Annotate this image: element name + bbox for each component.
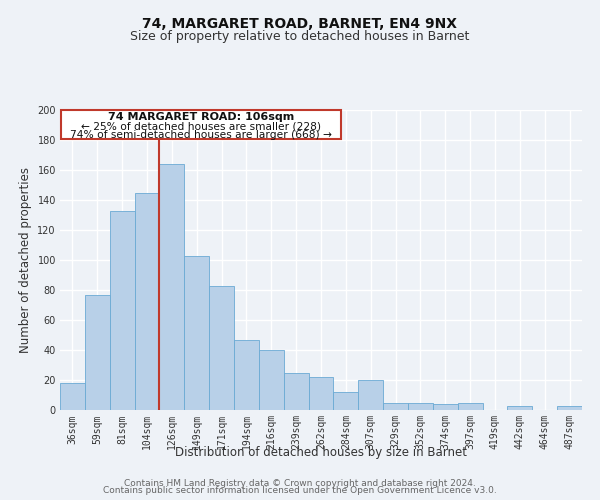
Bar — [60, 383, 85, 410]
Text: 74, MARGARET ROAD, BARNET, EN4 9NX: 74, MARGARET ROAD, BARNET, EN4 9NX — [143, 18, 458, 32]
Bar — [134, 192, 160, 410]
Bar — [110, 210, 134, 410]
Bar — [308, 377, 334, 410]
Bar — [557, 406, 582, 410]
FancyBboxPatch shape — [61, 110, 341, 138]
Bar — [209, 286, 234, 410]
Text: Contains public sector information licensed under the Open Government Licence v3: Contains public sector information licen… — [103, 486, 497, 495]
Text: 74% of semi-detached houses are larger (668) →: 74% of semi-detached houses are larger (… — [70, 130, 332, 140]
Bar — [433, 404, 458, 410]
Y-axis label: Number of detached properties: Number of detached properties — [19, 167, 32, 353]
Text: 74 MARGARET ROAD: 106sqm: 74 MARGARET ROAD: 106sqm — [108, 112, 294, 122]
Bar — [408, 402, 433, 410]
Bar — [334, 392, 358, 410]
Bar — [184, 256, 209, 410]
Bar — [234, 340, 259, 410]
Bar — [160, 164, 184, 410]
Text: Size of property relative to detached houses in Barnet: Size of property relative to detached ho… — [130, 30, 470, 43]
Bar — [85, 294, 110, 410]
Text: Distribution of detached houses by size in Barnet: Distribution of detached houses by size … — [175, 446, 467, 459]
Bar — [508, 406, 532, 410]
Bar — [458, 402, 482, 410]
Text: Contains HM Land Registry data © Crown copyright and database right 2024.: Contains HM Land Registry data © Crown c… — [124, 478, 476, 488]
Bar — [358, 380, 383, 410]
Bar — [284, 372, 308, 410]
Bar — [383, 402, 408, 410]
Bar — [259, 350, 284, 410]
Text: ← 25% of detached houses are smaller (228): ← 25% of detached houses are smaller (22… — [81, 121, 321, 131]
